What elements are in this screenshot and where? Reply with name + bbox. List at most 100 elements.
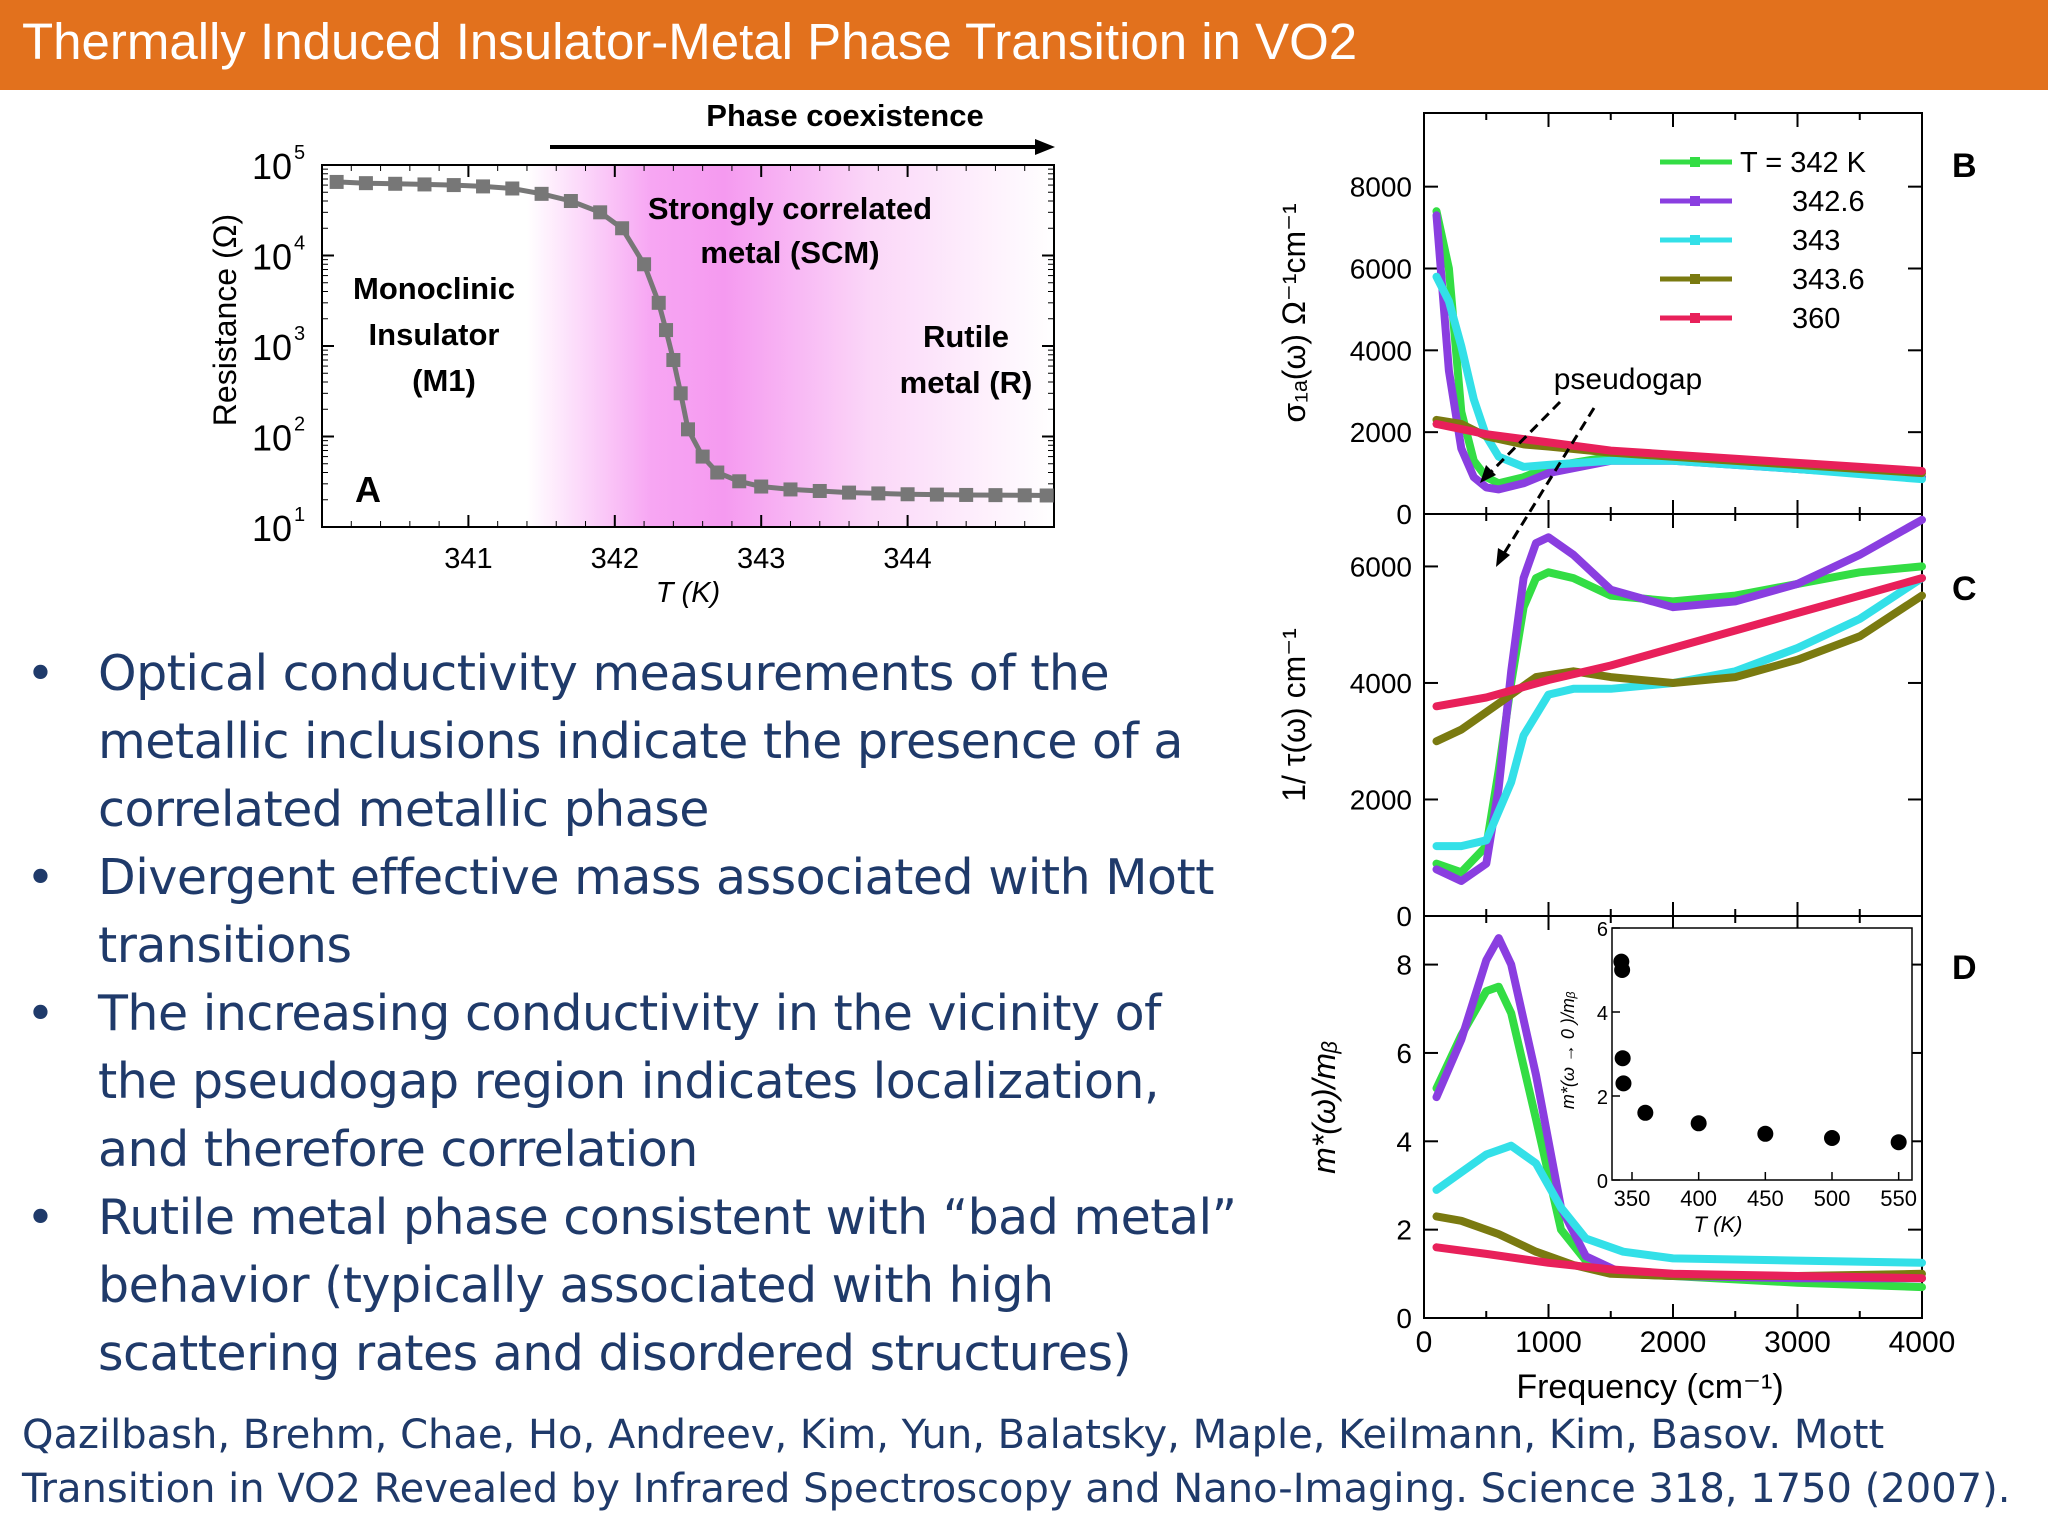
pseudogap-arrow-head-2 [1496,548,1510,567]
d-xlabel: Frequency (cm⁻¹) [1516,1368,1783,1406]
a-xlabel: T (K) [656,577,720,609]
panel-label-b: B [1952,147,1977,185]
resistance-point [593,205,608,220]
a-x-tick-label: 341 [444,543,492,575]
bullet-text: Rutile metal phase consistent with “bad … [98,1189,1237,1382]
y-tick-label: 4000 [1350,335,1412,366]
y-tick-label: 2000 [1350,417,1412,448]
d-x-tick-label: 1000 [1515,1326,1582,1359]
legend-entry: 343.6 [1792,264,1865,296]
phase-gradient-background [321,164,1055,528]
a-y-tick-exp: 4 [294,233,305,255]
y-tick-label: 4000 [1350,668,1412,699]
y-tick-label: 6000 [1350,551,1412,582]
d-x-tick-label: 0 [1416,1326,1433,1359]
phase-coexistence-label: Phase coexistence [706,98,983,133]
inset-x-tick-label: 450 [1747,1186,1784,1211]
resistance-point [842,485,857,500]
d-ylabel: m*(ω)/mᵦ [1306,1040,1342,1174]
resistance-point [929,487,944,502]
a-y-tick-exp: 2 [294,414,305,436]
y-tick-label: 2 [1396,1215,1412,1246]
y-tick-label: 8 [1396,950,1412,981]
bcd-series [1432,207,1926,1292]
inset-point [1637,1104,1654,1121]
inset-scatter: 0 2 4 6 350 400 450 500 550 [1597,919,1917,1211]
bcd-axis-ticks [1424,113,1922,1319]
a-axis-ticks [322,164,1055,528]
series-line-360 [1432,420,1926,475]
inset-y-tick-label: 0 [1597,1171,1608,1193]
pseudogap-arrow-1 [1483,400,1562,480]
series-line-343 [1432,1141,1926,1267]
legend-marker [1690,313,1700,323]
scm-label-line2: metal (SCM) [700,235,879,270]
resistance-point [417,177,432,192]
a-y-tick-exp: 1 [294,504,305,526]
resistance-point [615,221,630,236]
bullet-dot: • [26,645,55,702]
m1-label-line3: (M1) [412,363,476,398]
inset-point [1757,1125,1774,1142]
resistance-point [754,479,769,494]
resistance-point [988,488,1003,503]
panel-label-d: D [1952,949,1977,987]
inset-xlabel: T (K) [1694,1212,1743,1237]
resistance-point [358,176,373,191]
m1-label-line1: Monoclinic [353,271,515,306]
legend-marker [1690,235,1700,245]
a-y-tick-base: 10 [252,146,292,187]
series-line-343.6 [1432,591,1926,746]
inset-point [1614,1050,1631,1067]
y-tick-label: 0 [1396,1303,1412,1334]
a-y-tick-base: 10 [252,508,292,549]
y-tick-label: 8000 [1350,172,1412,203]
series-line-343 [1432,272,1926,484]
resistance-markers [329,174,1054,503]
inset-y-tick-label: 4 [1597,1003,1608,1025]
inset-point [1690,1115,1707,1132]
inset-point [1824,1130,1840,1146]
bullet-list: • Optical conductivity measurements of th… [22,640,1252,1388]
legend-entry: T = 342 K [1740,147,1867,179]
title-bar: Thermally Induced Insulator-Metal Phase … [0,0,2048,90]
resistance-point [871,486,886,501]
inset-x-tick-label: 400 [1680,1186,1717,1211]
bullet-dot: • [26,1189,55,1246]
bullet-text: Optical conductivity measurements of the… [98,645,1183,838]
resistance-point [666,353,681,368]
resistance-point [812,483,827,498]
y-tick-label: 4 [1396,1126,1412,1157]
resistance-point [637,257,652,272]
slide-title: Thermally Induced Insulator-Metal Phase … [22,13,1358,70]
inset-point [1615,1075,1632,1092]
resistance-point [695,449,710,464]
scm-label-line1: Strongly correlated [648,191,932,226]
bullet-text: The increasing conductivity in the vicin… [98,985,1161,1178]
a-ylabel: Resistance (Ω) [207,214,243,426]
c-ylabel: 1/ τ(ω) cm⁻¹ [1276,628,1312,802]
legend-entry: 360 [1792,303,1840,335]
resistance-point [710,465,725,480]
inset-y-tick-label: 6 [1597,919,1608,941]
y-tick-label: 0 [1396,499,1412,530]
inset-frame [1611,927,1913,1181]
legend-marker [1690,196,1700,206]
resistance-point [446,178,461,193]
resistance-point [388,176,403,191]
legend-entry: 343 [1792,225,1840,257]
a-x-tick-label: 344 [883,543,931,575]
inset-x-tick-label: 500 [1814,1186,1851,1211]
inset-x-tick-label: 550 [1880,1186,1917,1211]
inset-point [1614,962,1631,978]
pseudogap-label: pseudogap [1554,363,1702,396]
legend: T = 342 K 342.6 343 343.6 360 [1660,147,1867,335]
rutile-label-line2: metal (R) [900,365,1033,400]
bullet-item: • The increasing conductivity in the vici… [22,980,1252,1184]
a-y-tick-exp: 5 [294,142,305,164]
legend-entry: 342.6 [1792,186,1865,218]
pseudogap-arrow-head-1 [1480,465,1496,483]
y-tick-label: 6 [1396,1038,1412,1069]
